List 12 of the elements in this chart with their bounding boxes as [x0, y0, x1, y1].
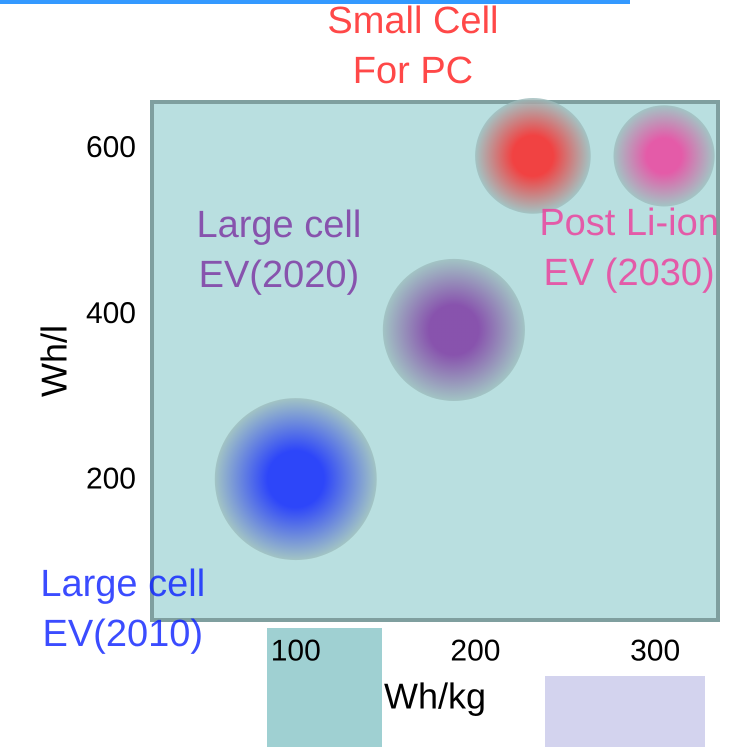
y-tick-label: 400 [86, 296, 136, 330]
series-label: Post Li-ion EV (2030) [539, 202, 719, 294]
y-tick-label: 200 [86, 462, 136, 496]
x-tick-label: 200 [450, 634, 500, 668]
y-axis-title: Wh/l [34, 325, 74, 397]
x-tick-label: 300 [630, 634, 680, 668]
series-label: Small Cell For PC [327, 0, 498, 92]
y-tick-label: 600 [86, 131, 136, 164]
series-label: Large cell EV(2010) [40, 563, 206, 656]
x-tick-label: 100 [270, 634, 321, 668]
series-label: Large cell EV(2020) [196, 204, 362, 296]
x-axis-title: Wh/kg [384, 676, 486, 716]
